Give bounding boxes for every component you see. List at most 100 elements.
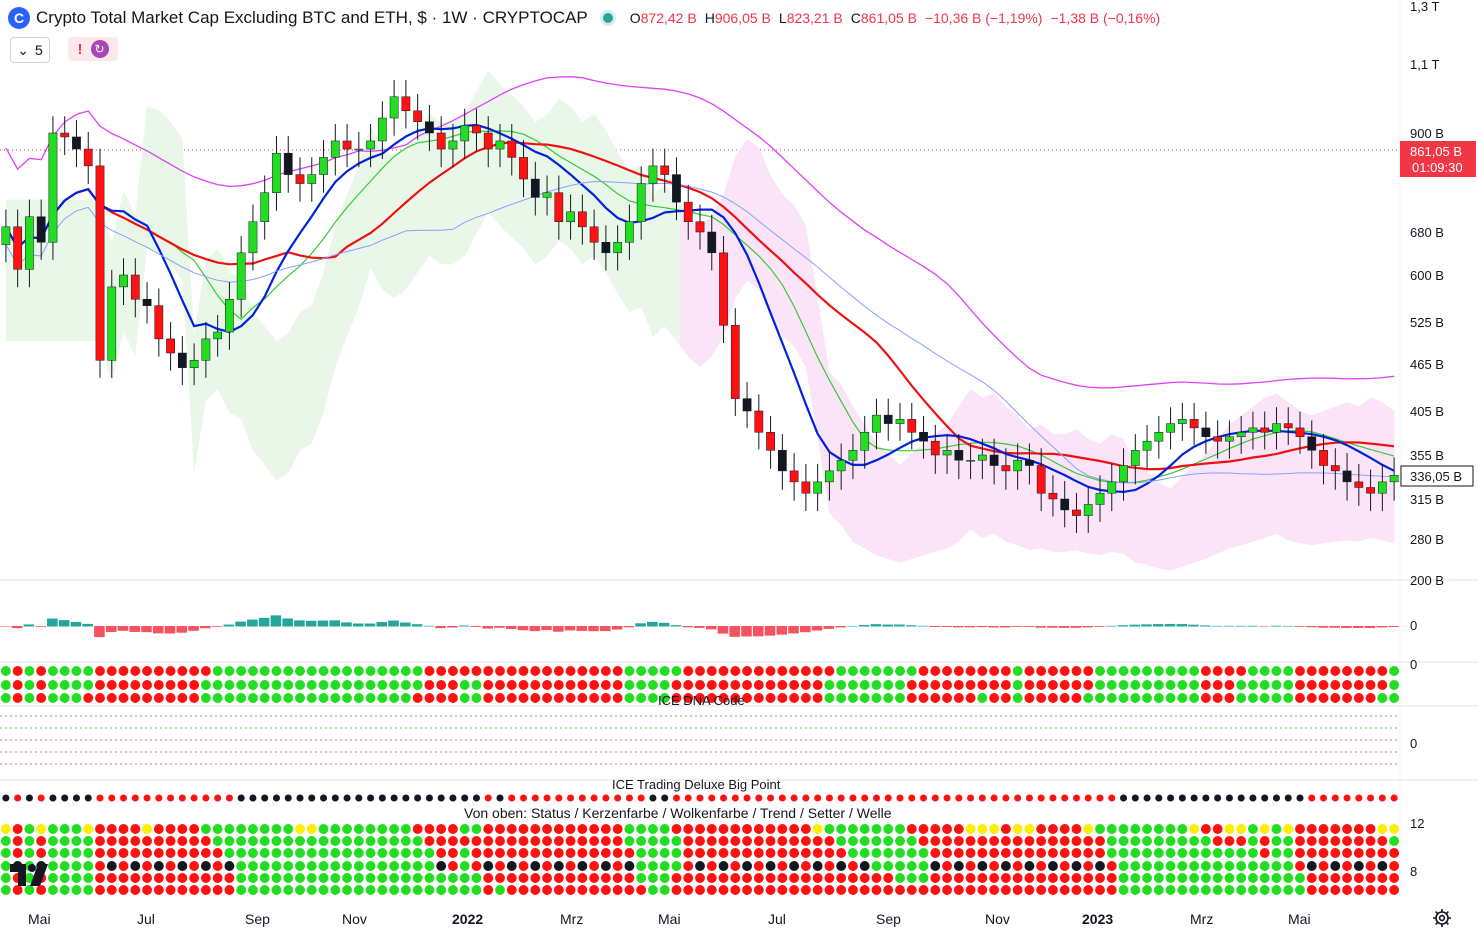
status-dot xyxy=(600,836,611,846)
status-dot xyxy=(318,836,329,846)
dna-dot xyxy=(1165,680,1176,690)
status-dot xyxy=(836,824,847,834)
macd-histogram-bar xyxy=(835,626,846,628)
status-dot xyxy=(400,873,411,883)
bigpoint-dot xyxy=(1272,794,1280,802)
dna-dot xyxy=(424,693,435,703)
status-dot xyxy=(424,848,435,858)
dna-dot xyxy=(189,693,200,703)
status-dot xyxy=(565,885,576,895)
macd-histogram-bar xyxy=(823,626,835,629)
status-dot xyxy=(71,836,82,846)
status-dot xyxy=(212,873,223,883)
status-dot xyxy=(1200,861,1211,871)
dna-dot xyxy=(436,680,447,690)
status-dot xyxy=(177,848,188,858)
dna-dot xyxy=(659,680,670,690)
dna-dot xyxy=(389,666,400,676)
bigpoint-dot xyxy=(308,794,316,802)
bigpoint-dot xyxy=(296,794,304,802)
dna-dot xyxy=(1118,693,1129,703)
status-dot xyxy=(283,824,294,834)
status-dot xyxy=(1048,848,1058,858)
dna-dot xyxy=(1048,693,1058,703)
status-dot xyxy=(495,824,505,834)
status-dot xyxy=(448,824,458,834)
dna-dot xyxy=(177,680,188,690)
status-dot xyxy=(695,861,705,871)
bigpoint-dot xyxy=(320,794,328,802)
status-dot xyxy=(624,824,635,834)
symbol-title[interactable]: Crypto Total Market Cap Excluding BTC an… xyxy=(36,8,588,27)
status-dot xyxy=(848,885,858,895)
status-dot xyxy=(636,824,647,834)
status-dot xyxy=(1295,824,1305,834)
status-dot xyxy=(83,836,94,846)
dna-dot xyxy=(695,680,705,690)
status-dot xyxy=(436,848,447,858)
macd-histogram-bar xyxy=(341,622,352,627)
status-dot xyxy=(118,861,129,871)
status-dot xyxy=(95,836,105,846)
alert-button[interactable]: ! ↻ xyxy=(68,37,118,61)
status-dot xyxy=(306,848,317,858)
candle-body xyxy=(225,299,234,333)
dna-dot xyxy=(706,680,717,690)
candle-body xyxy=(95,165,105,361)
dna-dot xyxy=(1306,693,1317,703)
status-dot xyxy=(189,836,200,846)
status-dot xyxy=(153,861,164,871)
status-dot xyxy=(1059,885,1070,895)
macd-histogram-bar xyxy=(741,626,752,637)
candle-body xyxy=(483,132,493,150)
candle-body xyxy=(1366,487,1375,494)
macd-histogram-bar xyxy=(1094,626,1105,627)
macd-histogram-bar xyxy=(1294,626,1305,627)
status-dot xyxy=(565,824,576,834)
status-dot xyxy=(153,836,164,846)
price-tick-label: 315 B xyxy=(1410,492,1444,507)
dna-dot xyxy=(24,666,35,676)
dna-dot xyxy=(412,666,423,676)
gear-icon[interactable] xyxy=(1432,908,1452,928)
status-dot xyxy=(530,848,541,858)
bigpoint-dot xyxy=(1237,794,1245,802)
status-dot xyxy=(424,885,435,895)
status-dot xyxy=(953,836,964,846)
status-dot xyxy=(1259,836,1270,846)
status-dot xyxy=(1389,836,1400,846)
candle-body xyxy=(577,211,587,228)
dna-dot xyxy=(1365,666,1376,676)
dna-dot xyxy=(483,666,494,676)
dna-dot xyxy=(1283,680,1294,690)
macd-histogram-bar xyxy=(482,626,493,629)
status-dot xyxy=(1059,836,1070,846)
status-dot xyxy=(1083,824,1094,834)
candle-body xyxy=(236,252,246,300)
market-status-dot[interactable] xyxy=(599,10,616,26)
status-dot xyxy=(530,836,541,846)
status-dot xyxy=(248,873,258,883)
status-dot xyxy=(448,848,458,858)
status-dot xyxy=(1106,861,1117,871)
ohlc-high: H906,05 B xyxy=(704,10,771,26)
dna-dot xyxy=(1283,693,1294,703)
status-dot xyxy=(1189,824,1200,834)
dna-dot xyxy=(506,666,517,676)
bigpoint-dot xyxy=(1002,794,1010,802)
dna-dot xyxy=(742,693,752,703)
dna-dot xyxy=(553,693,564,703)
candle-body xyxy=(213,331,223,340)
indicators-collapse-button[interactable]: ⌄ 5 xyxy=(10,37,50,63)
status-dot xyxy=(824,836,835,846)
tradingview-logo-icon[interactable] xyxy=(8,858,54,892)
dna-dot xyxy=(1095,693,1105,703)
dna-dot xyxy=(600,693,611,703)
status-dot xyxy=(153,848,164,858)
dna-dot xyxy=(365,666,376,676)
status-dot xyxy=(1106,824,1117,834)
status-dot xyxy=(1271,836,1282,846)
status-dot xyxy=(895,885,905,895)
status-dot xyxy=(506,848,517,858)
